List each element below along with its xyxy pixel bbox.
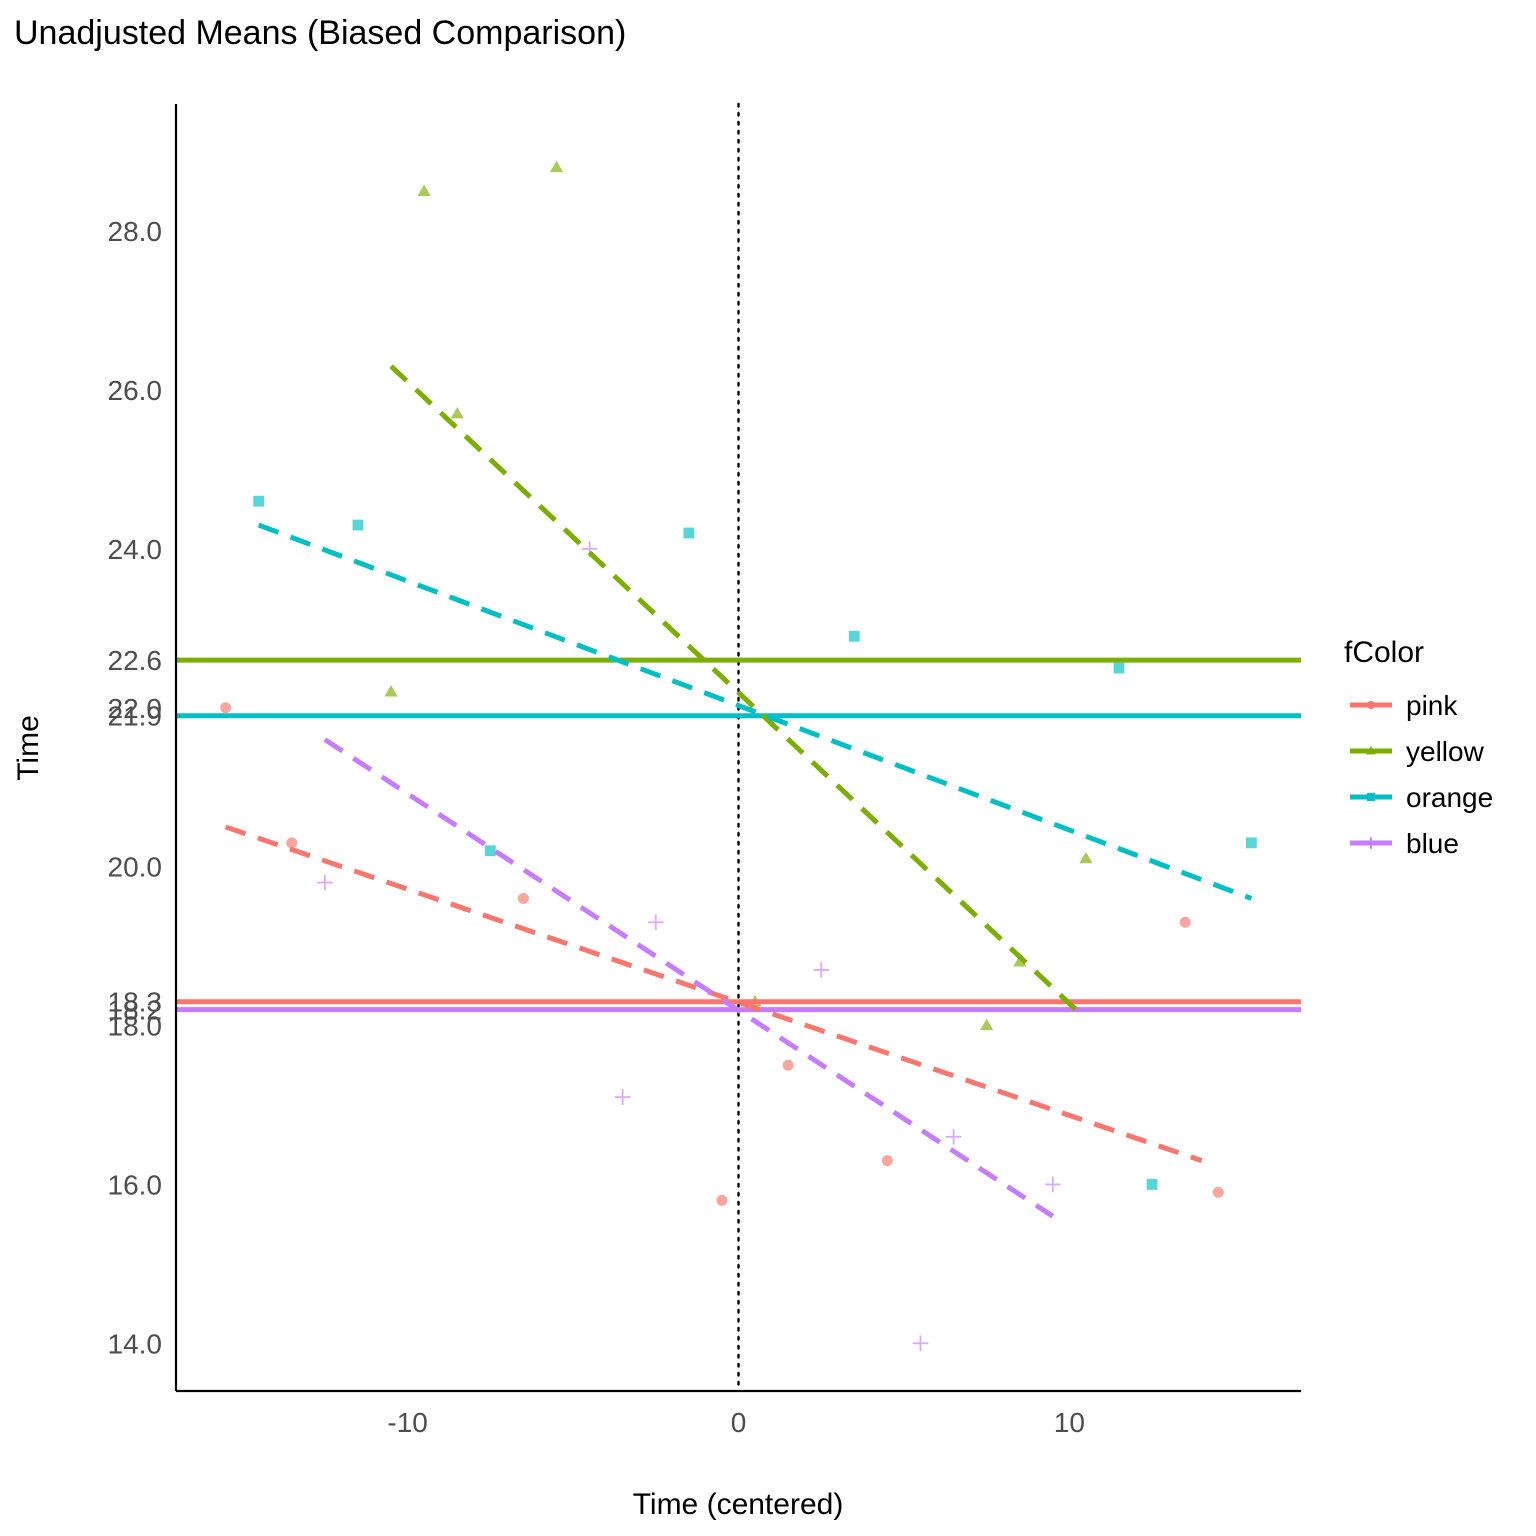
legend-entries: pink yellow orange blue: [1350, 690, 1493, 859]
data-point-orange: [1113, 662, 1125, 674]
legend-entry-pink: pink: [1350, 690, 1458, 721]
data-point-pink: [1179, 916, 1191, 928]
data-point-yellow: [980, 1018, 994, 1031]
trend-line-blue: [323, 737, 1055, 1219]
y-tick-label: 14.0: [108, 1328, 163, 1359]
data-point-pink: [1212, 1186, 1224, 1198]
x-axis-label: Time (centered): [633, 1488, 844, 1521]
y-tick-label: 20.0: [108, 852, 163, 883]
y-tick-label: 18.2: [108, 995, 163, 1026]
legend-key-marker: [1365, 837, 1377, 849]
y-tick-label: 16.0: [108, 1169, 163, 1200]
data-point-orange: [253, 495, 265, 507]
data-point-pink: [782, 1059, 794, 1071]
legend-title: fColor: [1344, 636, 1424, 669]
y-tick-label: 28.0: [108, 216, 163, 247]
data-point-pink: [220, 702, 232, 714]
x-tick-label: -10: [387, 1407, 427, 1438]
data-point-blue: [813, 962, 830, 978]
data-point-blue: [647, 914, 664, 931]
legend-key-marker: [1366, 745, 1376, 755]
legend-entry-yellow: yellow: [1350, 736, 1485, 767]
legend-label: orange: [1406, 782, 1493, 813]
y-axis-ticks: 14.0 16.0 18.018.218.3 20.0 21.922.0 22.6 24.0…: [108, 216, 163, 1359]
legend: fColor pink yellow orange blue: [1344, 636, 1493, 859]
data-point-orange: [484, 845, 496, 857]
data-point-blue: [614, 1089, 631, 1105]
legend-entry-blue: blue: [1350, 828, 1459, 859]
y-tick-label: 22.0: [108, 693, 163, 724]
legend-key-marker: [1367, 701, 1375, 709]
data-point-yellow: [1079, 851, 1093, 864]
data-point-yellow: [549, 160, 564, 173]
data-point-pink: [286, 837, 298, 849]
data-point-pink: [716, 1194, 728, 1206]
y-tick-label: 18.0: [108, 1011, 163, 1042]
data-point-blue: [945, 1128, 962, 1145]
data-point-pink: [517, 892, 529, 904]
data-point-yellow: [450, 406, 464, 419]
legend-entry-orange: orange: [1350, 782, 1493, 813]
legend-label: yellow: [1406, 736, 1485, 767]
x-tick-label: 10: [1054, 1407, 1085, 1438]
legend-label: pink: [1406, 690, 1458, 721]
chart-title: Unadjusted Means (Biased Comparison): [14, 14, 626, 52]
data-point-orange: [1146, 1179, 1158, 1190]
y-tick-label: 26.0: [108, 375, 163, 406]
x-axis-ticks: -10 0 10: [387, 1407, 1085, 1438]
data-point-yellow: [417, 184, 431, 196]
data-point-blue: [1045, 1176, 1061, 1193]
data-point-orange: [683, 527, 695, 539]
y-tick-label: 22.6: [108, 645, 163, 676]
trend-line-pink: [224, 824, 1203, 1163]
y-tick-label: 24.0: [108, 534, 163, 565]
x-tick-label: 0: [731, 1407, 747, 1438]
trend-line-orange: [257, 522, 1253, 901]
y-axis-label: Time: [12, 715, 45, 781]
data-point-orange: [352, 519, 364, 531]
y-tick-label: 18.3: [108, 987, 163, 1018]
data-point-blue: [912, 1335, 929, 1352]
y-tick-label: 21.9: [108, 701, 163, 732]
plot-area: [176, 102, 1301, 1393]
data-point-orange: [848, 630, 860, 642]
data-point-blue: [317, 874, 333, 891]
data-point-yellow: [1013, 955, 1027, 967]
trend-line-yellow: [389, 364, 1078, 1012]
legend-label: blue: [1406, 828, 1459, 859]
data-point-pink: [881, 1155, 893, 1167]
data-point-orange: [1245, 837, 1257, 849]
data-point-yellow: [384, 685, 398, 697]
legend-key-marker: [1366, 792, 1376, 802]
